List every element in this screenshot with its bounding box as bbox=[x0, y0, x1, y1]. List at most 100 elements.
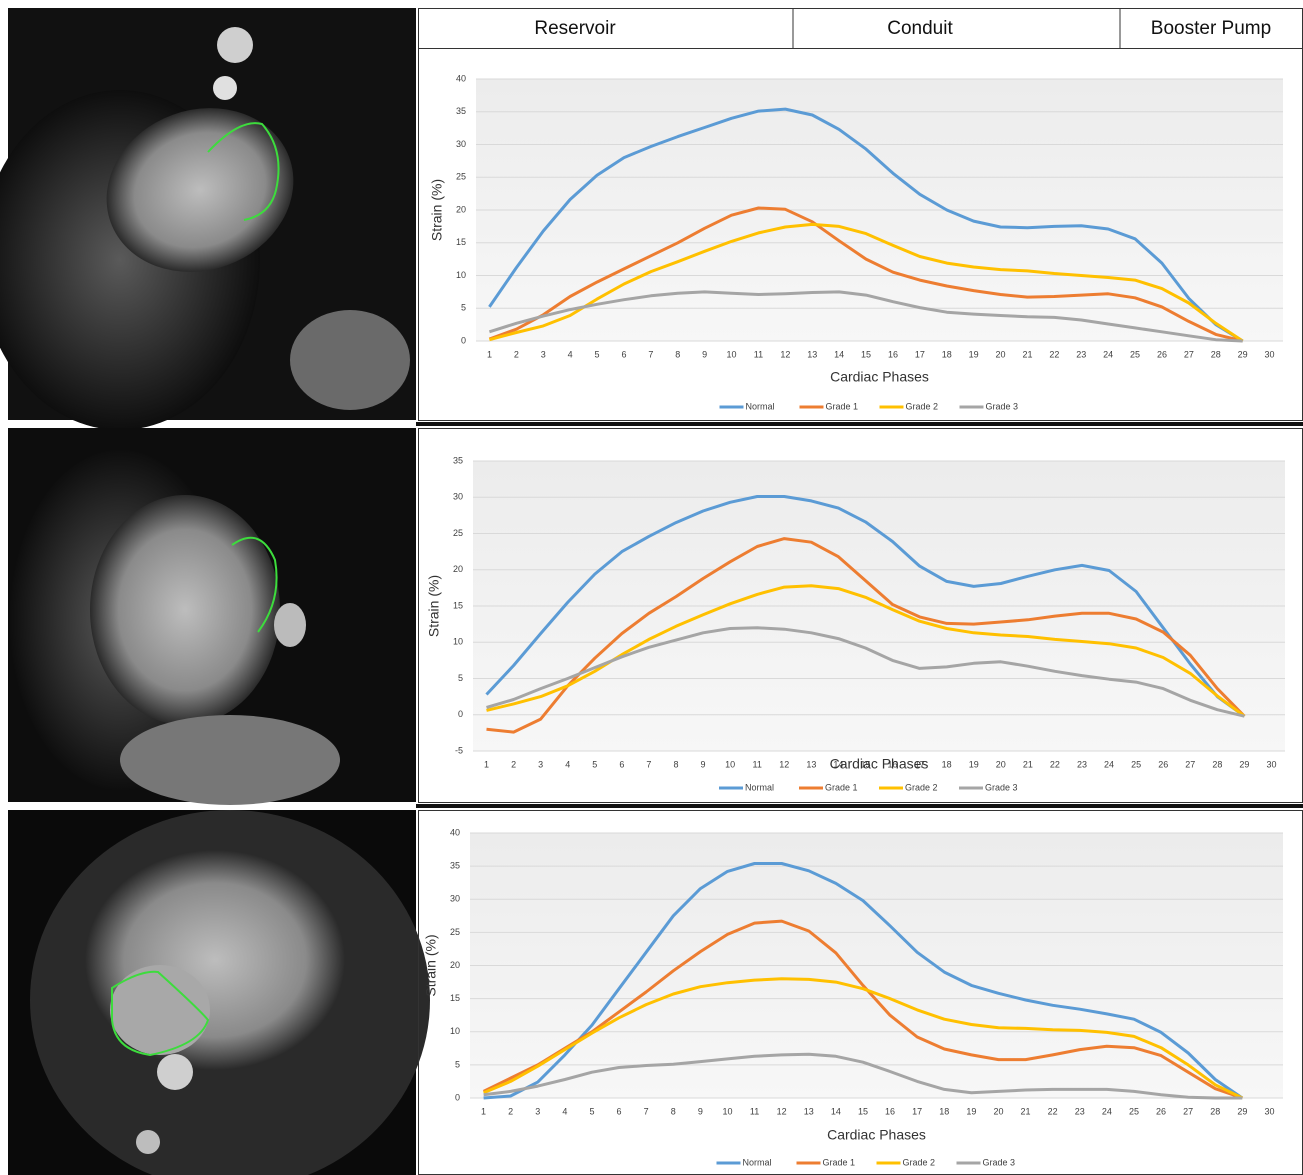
x-tick-label: 13 bbox=[804, 1106, 814, 1116]
legend-label: Grade 3 bbox=[983, 1157, 1016, 1167]
legend-label: Grade 3 bbox=[986, 401, 1019, 411]
x-tick-label: 6 bbox=[619, 759, 624, 769]
y-tick-label: 30 bbox=[450, 894, 460, 904]
x-tick-label: 22 bbox=[1050, 759, 1060, 769]
x-tick-label: 19 bbox=[966, 1106, 976, 1116]
x-tick-label: 14 bbox=[834, 349, 844, 359]
x-tick-label: 29 bbox=[1238, 349, 1248, 359]
series-line bbox=[488, 206, 1244, 343]
x-tick-label: 3 bbox=[535, 1106, 540, 1116]
x-tick-label: 27 bbox=[1185, 759, 1195, 769]
x-tick-label: 15 bbox=[860, 759, 870, 769]
x-tick-label: 4 bbox=[562, 1106, 567, 1116]
x-tick-label: 19 bbox=[969, 349, 979, 359]
legend-label: Grade 1 bbox=[825, 782, 858, 792]
y-tick-label: 30 bbox=[453, 492, 463, 502]
x-tick-label: 14 bbox=[831, 1106, 841, 1116]
x-tick-label: 3 bbox=[541, 349, 546, 359]
y-tick-label: 20 bbox=[456, 204, 466, 214]
y-tick-label: 5 bbox=[458, 673, 463, 683]
x-tick-label: 23 bbox=[1076, 349, 1086, 359]
x-tick-label: 20 bbox=[996, 759, 1006, 769]
x-tick-label: 12 bbox=[779, 759, 789, 769]
series-line bbox=[488, 290, 1243, 343]
x-tick-label: 26 bbox=[1156, 1106, 1166, 1116]
y-tick-label: 0 bbox=[455, 1092, 460, 1102]
x-tick-label: 8 bbox=[675, 349, 680, 359]
y-tick-label: 25 bbox=[456, 172, 466, 182]
legend-label: Normal bbox=[745, 782, 774, 792]
series-line bbox=[488, 107, 1244, 343]
legend-label: Grade 2 bbox=[903, 1157, 936, 1167]
x-tick-label: 18 bbox=[939, 1106, 949, 1116]
y-tick-label: -5 bbox=[455, 745, 463, 755]
x-tick-label: 16 bbox=[885, 1106, 895, 1116]
x-tick-label: 7 bbox=[644, 1106, 649, 1116]
mri-image bbox=[8, 810, 430, 1175]
series-line bbox=[482, 919, 1243, 1100]
x-tick-label: 24 bbox=[1104, 759, 1114, 769]
x-tick-label: 11 bbox=[750, 1106, 759, 1116]
x-tick-label: 4 bbox=[565, 759, 570, 769]
y-tick-label: 15 bbox=[453, 600, 463, 610]
x-tick-label: 11 bbox=[753, 759, 762, 769]
x-tick-label: 19 bbox=[969, 759, 979, 769]
x-tick-label: 29 bbox=[1237, 1106, 1247, 1116]
x-tick-label: 5 bbox=[589, 1106, 594, 1116]
x-tick-label: 20 bbox=[993, 1106, 1003, 1116]
series-line bbox=[486, 537, 1246, 734]
x-tick-label: 29 bbox=[1239, 759, 1249, 769]
y-tick-label: 40 bbox=[456, 73, 466, 83]
y-tick-label: 10 bbox=[453, 637, 463, 647]
phase-label: Conduit bbox=[887, 18, 953, 39]
x-tick-label: 13 bbox=[806, 759, 816, 769]
x-tick-label: 20 bbox=[996, 349, 1006, 359]
x-tick-label: 26 bbox=[1158, 759, 1168, 769]
y-tick-label: 10 bbox=[456, 270, 466, 280]
x-tick-label: 22 bbox=[1049, 349, 1059, 359]
x-tick-label: 30 bbox=[1264, 1106, 1274, 1116]
x-tick-label: 17 bbox=[915, 759, 925, 769]
x-tick-label: 27 bbox=[1183, 1106, 1193, 1116]
x-tick-label: 3 bbox=[538, 759, 543, 769]
x-tick-label: 15 bbox=[858, 1106, 868, 1116]
x-axis-label: Cardiac Phases bbox=[830, 369, 929, 385]
y-tick-label: 25 bbox=[450, 927, 460, 937]
y-tick-label: 0 bbox=[458, 709, 463, 719]
y-axis-label: Strain (%) bbox=[429, 179, 445, 241]
x-tick-label: 1 bbox=[481, 1106, 486, 1116]
x-tick-label: 5 bbox=[595, 349, 600, 359]
x-tick-label: 18 bbox=[942, 759, 952, 769]
x-tick-label: 10 bbox=[725, 759, 735, 769]
x-tick-label: 2 bbox=[514, 349, 519, 359]
x-tick-label: 6 bbox=[617, 1106, 622, 1116]
x-tick-label: 17 bbox=[915, 349, 925, 359]
x-tick-label: 15 bbox=[861, 349, 871, 359]
x-tick-label: 24 bbox=[1102, 1106, 1112, 1116]
x-tick-label: 27 bbox=[1184, 349, 1194, 359]
y-tick-label: 15 bbox=[456, 237, 466, 247]
x-tick-label: 8 bbox=[673, 759, 678, 769]
x-tick-label: 24 bbox=[1103, 349, 1113, 359]
y-axis-label: Strain (%) bbox=[423, 934, 439, 996]
x-tick-label: 1 bbox=[484, 759, 489, 769]
legend-label: Grade 2 bbox=[905, 782, 938, 792]
y-tick-label: 15 bbox=[450, 993, 460, 1003]
x-tick-label: 9 bbox=[698, 1106, 703, 1116]
x-tick-label: 30 bbox=[1266, 759, 1276, 769]
y-tick-label: 20 bbox=[450, 960, 460, 970]
x-tick-label: 21 bbox=[1023, 759, 1033, 769]
x-tick-label: 6 bbox=[621, 349, 626, 359]
y-tick-label: 40 bbox=[450, 827, 460, 837]
y-tick-label: 0 bbox=[461, 335, 466, 345]
x-tick-label: 12 bbox=[777, 1106, 787, 1116]
series-line bbox=[489, 222, 1244, 343]
legend-label: Grade 2 bbox=[906, 401, 939, 411]
x-tick-label: 1 bbox=[487, 349, 492, 359]
x-tick-label: 30 bbox=[1265, 349, 1275, 359]
y-tick-label: 35 bbox=[456, 106, 466, 116]
mri-image bbox=[0, 8, 416, 430]
x-tick-label: 25 bbox=[1131, 759, 1141, 769]
series-line bbox=[483, 977, 1243, 1100]
